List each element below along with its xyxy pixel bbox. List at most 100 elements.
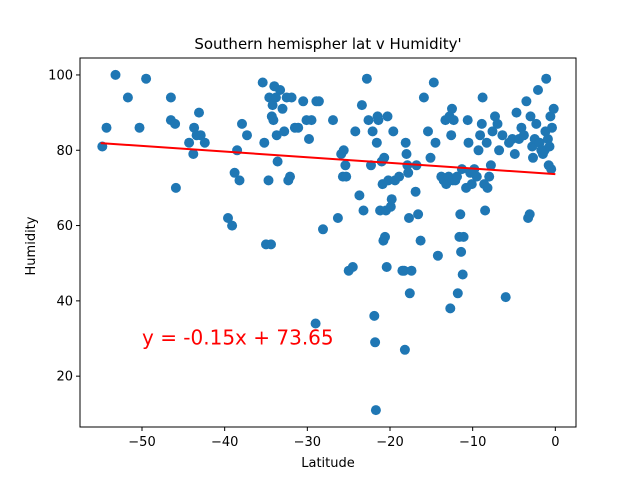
data-point (188, 149, 199, 159)
y-tick-label: 100 (48, 68, 73, 83)
data-point (354, 190, 365, 201)
data-point (259, 137, 270, 148)
data-point (263, 175, 274, 186)
data-point (363, 115, 374, 126)
data-point (229, 167, 240, 178)
data-point (134, 122, 145, 133)
data-point (399, 265, 410, 276)
data-point (285, 171, 295, 182)
data-point (473, 145, 484, 156)
data-point (406, 265, 417, 276)
data-point (547, 122, 557, 133)
data-point (379, 152, 390, 163)
data-point (195, 130, 206, 141)
data-point (413, 209, 424, 220)
data-point (382, 111, 393, 122)
data-point (548, 103, 559, 114)
axes-frame (79, 57, 577, 428)
data-point (525, 111, 536, 122)
data-point (385, 201, 396, 212)
x-tick-label: 0 (551, 435, 559, 450)
y-tick-label: 20 (56, 370, 73, 385)
data-point (542, 134, 553, 144)
data-point (458, 231, 469, 242)
data-point (394, 171, 405, 182)
data-point (381, 262, 392, 272)
x-tick-label: −40 (211, 435, 238, 450)
data-point (227, 220, 238, 231)
data-point (373, 115, 384, 126)
data-point (237, 118, 247, 129)
data-point (266, 239, 276, 250)
data-point (481, 137, 492, 148)
data-point (452, 171, 462, 182)
x-tick-label: −10 (459, 435, 486, 450)
data-point (270, 92, 281, 103)
data-point (332, 213, 343, 223)
data-point (110, 69, 121, 80)
data-point (341, 171, 352, 182)
data-point (313, 96, 324, 107)
data-point (293, 122, 304, 133)
data-point (457, 269, 468, 280)
data-point (350, 126, 361, 137)
x-tick-label: −50 (128, 435, 155, 450)
data-point (257, 77, 268, 88)
data-point (347, 262, 358, 272)
data-point (328, 115, 338, 126)
data-point (386, 194, 397, 205)
data-point (338, 145, 349, 156)
data-point (242, 130, 252, 141)
data-point (500, 292, 511, 303)
data-point (487, 126, 498, 137)
data-point (497, 130, 508, 141)
data-point (452, 288, 463, 299)
data-point (485, 160, 496, 171)
data-point (272, 156, 283, 167)
data-point (455, 209, 466, 220)
data-point (141, 73, 152, 84)
data-point (476, 118, 487, 129)
x-tick-label: −30 (294, 435, 321, 450)
data-point (279, 126, 290, 137)
data-point (445, 303, 456, 314)
regression-line (100, 142, 556, 176)
data-point (404, 288, 415, 299)
data-point (423, 126, 433, 137)
y-axis-title: Humidity (24, 216, 39, 275)
data-point (286, 92, 297, 103)
data-point (199, 137, 210, 148)
data-point (448, 115, 459, 126)
data-point (388, 126, 399, 137)
data-point (524, 209, 535, 220)
data-point (544, 141, 555, 152)
data-point (356, 100, 367, 111)
data-point (318, 224, 328, 235)
data-point (399, 344, 410, 355)
data-point (466, 179, 477, 190)
data-point (165, 92, 176, 103)
data-point (415, 235, 426, 246)
data-point (475, 130, 486, 141)
data-point (484, 171, 495, 182)
data-point (122, 92, 133, 103)
data-point (518, 130, 529, 141)
data-point (456, 246, 467, 257)
data-point (509, 149, 520, 159)
data-point (298, 96, 309, 107)
data-point (463, 137, 474, 148)
data-point (400, 137, 411, 148)
data-point (428, 77, 439, 88)
data-point (370, 405, 381, 416)
data-point (367, 126, 378, 137)
data-point (494, 145, 505, 156)
data-point (170, 118, 181, 129)
y-tick-label: 60 (56, 219, 73, 234)
data-point (425, 152, 436, 163)
data-point (541, 73, 552, 84)
data-point (380, 231, 390, 242)
data-point (402, 160, 413, 171)
data-point (418, 92, 429, 103)
data-point (277, 103, 288, 114)
